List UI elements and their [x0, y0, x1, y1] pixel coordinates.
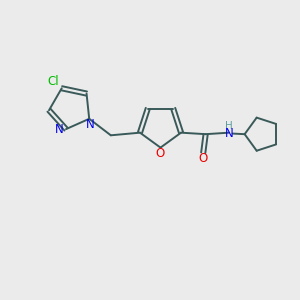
- Text: H: H: [225, 121, 233, 131]
- Text: N: N: [86, 118, 95, 131]
- Text: N: N: [55, 123, 64, 136]
- Text: N: N: [225, 127, 233, 140]
- Text: O: O: [199, 152, 208, 165]
- Text: O: O: [156, 147, 165, 160]
- Text: Cl: Cl: [47, 75, 58, 88]
